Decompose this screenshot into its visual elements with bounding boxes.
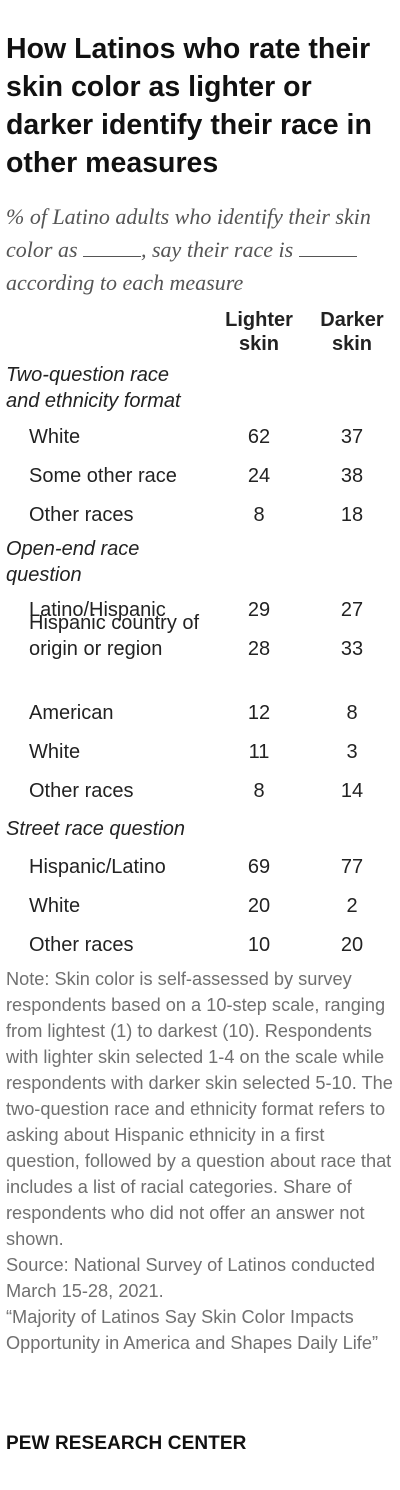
value-darker-skin: 2	[346, 895, 358, 917]
row-label: Some other race	[29, 465, 177, 487]
subtitle-blank-1	[83, 238, 141, 257]
row-label: White	[29, 895, 81, 917]
row-label: Other races	[29, 504, 134, 526]
subtitle-part-1: % of Latino adults who identify their sk…	[6, 204, 371, 262]
report-title: “Majority of Latinos Say Skin Color Impa…	[6, 1307, 379, 1353]
row-label: Hispanic/Latino	[29, 856, 166, 878]
value-darker-skin: 8	[346, 702, 358, 724]
value-darker-skin: 18	[340, 504, 364, 526]
chart-notes: Note: Skin color is self-assessed by sur…	[6, 966, 398, 1356]
value-darker-skin: 20	[340, 934, 364, 956]
subtitle-part-2: , say their race is	[141, 237, 294, 262]
row-group-label: Two-question race and ethnicity format	[6, 364, 181, 412]
row-label: Other races	[29, 934, 134, 956]
value-lighter-skin: 69	[247, 856, 271, 878]
row-group-label: Street race question	[6, 818, 185, 840]
value-lighter-skin: 12	[247, 702, 271, 724]
value-lighter-skin: 8	[253, 780, 265, 802]
value-darker-skin: 38	[340, 465, 364, 487]
value-darker-skin: 33	[340, 638, 364, 660]
column-header-lighter: Lighter skin	[225, 309, 293, 355]
value-lighter-skin: 8	[253, 504, 265, 526]
brand-logo-text: PEW RESEARCH CENTER	[6, 1433, 247, 1454]
value-darker-skin: 14	[340, 780, 364, 802]
chart-subtitle: % of Latino adults who identify their sk…	[6, 200, 398, 299]
value-darker-skin: 27	[340, 599, 364, 621]
chart-title: How Latinos who rate their skin color as…	[6, 33, 372, 179]
value-lighter-skin: 10	[247, 934, 271, 956]
note-text: Note: Skin color is self-assessed by sur…	[6, 969, 393, 1249]
subtitle-blank-2	[298, 238, 357, 257]
row-group-label: Open-end race question	[6, 538, 140, 586]
value-darker-skin: 77	[340, 856, 364, 878]
column-header-darker: Darker skin	[320, 309, 384, 355]
row-label: White	[29, 426, 81, 448]
value-darker-skin: 37	[340, 426, 364, 448]
value-lighter-skin: 62	[247, 426, 271, 448]
row-label: White	[29, 741, 81, 763]
source-text: Source: National Survey of Latinos condu…	[6, 1255, 376, 1301]
row-label: Hispanic country of origin or region	[29, 612, 200, 660]
value-lighter-skin: 11	[248, 741, 270, 763]
value-lighter-skin: 20	[247, 895, 271, 917]
subtitle-part-3: according to each measure	[6, 270, 244, 295]
value-lighter-skin: 24	[247, 465, 271, 487]
row-label: Latino/Hispanic	[29, 599, 166, 621]
value-darker-skin: 3	[346, 741, 358, 763]
value-lighter-skin: 29	[247, 599, 271, 621]
row-label: Other races	[29, 780, 134, 802]
value-lighter-skin: 28	[247, 638, 271, 660]
row-label: American	[29, 702, 114, 724]
